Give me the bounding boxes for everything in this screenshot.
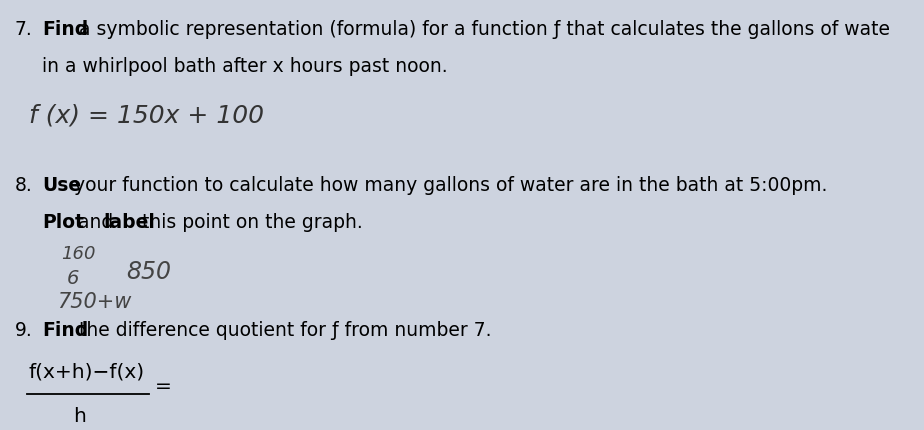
Text: f (x) = 150x + 100: f (x) = 150x + 100	[29, 104, 263, 128]
Text: 9.: 9.	[15, 321, 32, 340]
Text: 6: 6	[67, 269, 79, 288]
Text: =: =	[155, 377, 172, 396]
Text: a symbolic representation (formula) for a function ƒ that calculates the gallons: a symbolic representation (formula) for …	[73, 20, 891, 39]
Text: the difference quotient for ƒ from number 7.: the difference quotient for ƒ from numbe…	[73, 321, 492, 340]
Text: label: label	[103, 213, 155, 233]
Text: 850: 850	[127, 260, 171, 284]
Text: 160: 160	[61, 245, 96, 263]
Text: f(x+h)−f(x): f(x+h)−f(x)	[29, 362, 145, 381]
Text: h: h	[73, 407, 86, 426]
Text: Plot: Plot	[43, 213, 84, 233]
Text: and: and	[72, 213, 119, 233]
Text: in a whirlpool bath after x hours past noon.: in a whirlpool bath after x hours past n…	[43, 57, 448, 76]
Text: 7.: 7.	[15, 20, 32, 39]
Text: Find: Find	[43, 321, 89, 340]
Text: 750+w: 750+w	[57, 292, 131, 313]
Text: Use: Use	[43, 176, 81, 195]
Text: 8.: 8.	[15, 176, 32, 195]
Text: your function to calculate how many gallons of water are in the bath at 5:00pm.: your function to calculate how many gall…	[68, 176, 828, 195]
Text: this point on the graph.: this point on the graph.	[136, 213, 362, 233]
Text: Find: Find	[43, 20, 89, 39]
